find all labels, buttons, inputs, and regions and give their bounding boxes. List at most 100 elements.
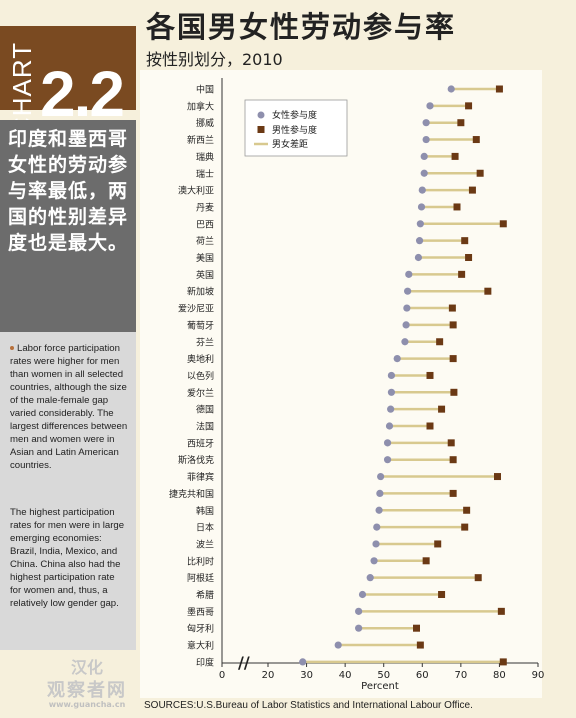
male-point bbox=[453, 203, 461, 211]
category-label: 丹麦 bbox=[196, 201, 214, 213]
category-label: 芬兰 bbox=[196, 336, 214, 348]
female-point bbox=[355, 624, 363, 632]
female-point bbox=[416, 220, 424, 228]
male-point bbox=[438, 591, 446, 598]
legend-female-marker bbox=[257, 111, 265, 119]
category-label: 加拿大 bbox=[187, 100, 214, 112]
male-point bbox=[422, 557, 430, 565]
female-point bbox=[376, 489, 384, 497]
category-label: 阿根廷 bbox=[187, 572, 214, 584]
male-point bbox=[484, 287, 492, 295]
x-tick-label: 90 bbox=[532, 670, 545, 681]
male-point bbox=[426, 371, 434, 379]
x-ticks: 0 20 30 40 50 60 70 80 90 bbox=[219, 663, 545, 681]
female-point bbox=[426, 102, 434, 110]
category-label: 西班牙 bbox=[187, 437, 214, 449]
female-point bbox=[402, 321, 410, 329]
female-point bbox=[387, 405, 395, 413]
category-label: 爱沙尼亚 bbox=[178, 304, 214, 315]
headline-text: 印度和墨西哥女性的劳动参与率最低，两国的性别差异度也是最大。 bbox=[8, 128, 129, 254]
chart-panel bbox=[140, 70, 542, 698]
male-point bbox=[465, 254, 473, 261]
category-label: 捷克共和国 bbox=[169, 488, 214, 500]
male-point bbox=[468, 186, 476, 194]
male-point bbox=[495, 85, 503, 93]
male-point bbox=[413, 624, 420, 632]
legend-female-label: 女性参与度 bbox=[272, 109, 317, 121]
page-title: 各国男女性劳动参与率 bbox=[146, 10, 457, 44]
male-point bbox=[449, 355, 457, 363]
x-tick-label: 80 bbox=[493, 670, 506, 681]
male-point bbox=[458, 270, 466, 278]
category-label: 巴西 bbox=[196, 219, 214, 230]
female-point bbox=[377, 472, 385, 481]
female-point bbox=[373, 523, 381, 531]
x-tick-label: 20 bbox=[262, 670, 275, 681]
male-point bbox=[450, 388, 458, 396]
category-label: 葡萄牙 bbox=[187, 319, 214, 331]
female-point bbox=[372, 540, 380, 548]
category-label: 匈牙利 bbox=[187, 623, 214, 635]
female-point bbox=[405, 270, 413, 278]
female-point bbox=[403, 304, 411, 312]
male-point bbox=[426, 422, 434, 430]
female-point bbox=[404, 287, 412, 295]
sources-note: SOURCES:U.S.Bureau of Labor Statistics a… bbox=[144, 700, 473, 711]
note-paragraph-1-text: Labor force participation rates were hig… bbox=[10, 343, 128, 471]
male-point bbox=[476, 169, 484, 177]
male-point bbox=[465, 102, 473, 110]
legend-male-label: 男性参与度 bbox=[272, 124, 317, 136]
male-point bbox=[447, 439, 455, 447]
note-paragraph-2: The highest participation rates for men … bbox=[10, 506, 128, 610]
category-label: 新西兰 bbox=[187, 134, 214, 146]
category-label: 英国 bbox=[196, 269, 214, 281]
category-label: 斯洛伐克 bbox=[178, 454, 214, 466]
note-paragraph-1: Labor force participation rates were hig… bbox=[10, 342, 128, 472]
female-point bbox=[401, 338, 409, 346]
category-label: 意大利 bbox=[187, 640, 214, 652]
category-label: 以色列 bbox=[187, 370, 214, 382]
male-point bbox=[497, 607, 505, 615]
x-tick-label: 50 bbox=[377, 670, 390, 681]
male-point bbox=[461, 523, 469, 531]
left-column: CHART 2.2 印度和墨西哥女性的劳动参与率最低，两国的性别差异度也是最大。… bbox=[0, 0, 136, 718]
female-point bbox=[358, 590, 367, 599]
male-point bbox=[436, 338, 444, 346]
bullet-icon bbox=[10, 346, 14, 351]
category-label: 德国 bbox=[196, 404, 214, 416]
female-point bbox=[355, 607, 363, 615]
category-label: 瑞士 bbox=[196, 168, 214, 180]
x-tick-label: 70 bbox=[454, 670, 467, 681]
category-label: 爱尔兰 bbox=[187, 387, 214, 399]
category-label: 中国 bbox=[196, 84, 214, 96]
female-point bbox=[383, 439, 392, 447]
headline-box: 印度和墨西哥女性的劳动参与率最低，两国的性别差异度也是最大。 bbox=[0, 120, 136, 332]
female-point bbox=[387, 388, 396, 396]
watermark-line3: www.guancha.cn bbox=[48, 700, 126, 709]
category-label: 新加坡 bbox=[187, 286, 214, 298]
female-point bbox=[393, 355, 401, 363]
female-point bbox=[366, 574, 374, 582]
watermark-line2: 观察者网 bbox=[47, 680, 127, 701]
female-point bbox=[422, 119, 430, 127]
sidebar-notes: Labor force participation rates were hig… bbox=[0, 332, 136, 650]
female-point bbox=[383, 456, 392, 464]
x-axis-label: Percent bbox=[361, 681, 399, 692]
category-label: 奥地利 bbox=[187, 353, 214, 365]
male-point bbox=[434, 540, 442, 548]
male-point bbox=[463, 506, 471, 514]
x-tick-label: 60 bbox=[416, 670, 429, 681]
legend-gap-label: 男女差距 bbox=[272, 138, 308, 150]
male-point bbox=[472, 136, 480, 144]
male-point bbox=[457, 119, 465, 127]
category-label: 波兰 bbox=[196, 538, 214, 550]
category-label: 韩国 bbox=[196, 505, 214, 517]
female-point bbox=[420, 152, 428, 160]
category-label: 澳大利亚 bbox=[178, 185, 214, 197]
category-label: 希腊 bbox=[196, 589, 214, 601]
x-tick-label: 40 bbox=[339, 670, 352, 681]
category-label: 瑞典 bbox=[196, 151, 214, 163]
male-point bbox=[494, 473, 501, 481]
female-point bbox=[375, 506, 383, 514]
legend-male-marker bbox=[257, 126, 265, 133]
